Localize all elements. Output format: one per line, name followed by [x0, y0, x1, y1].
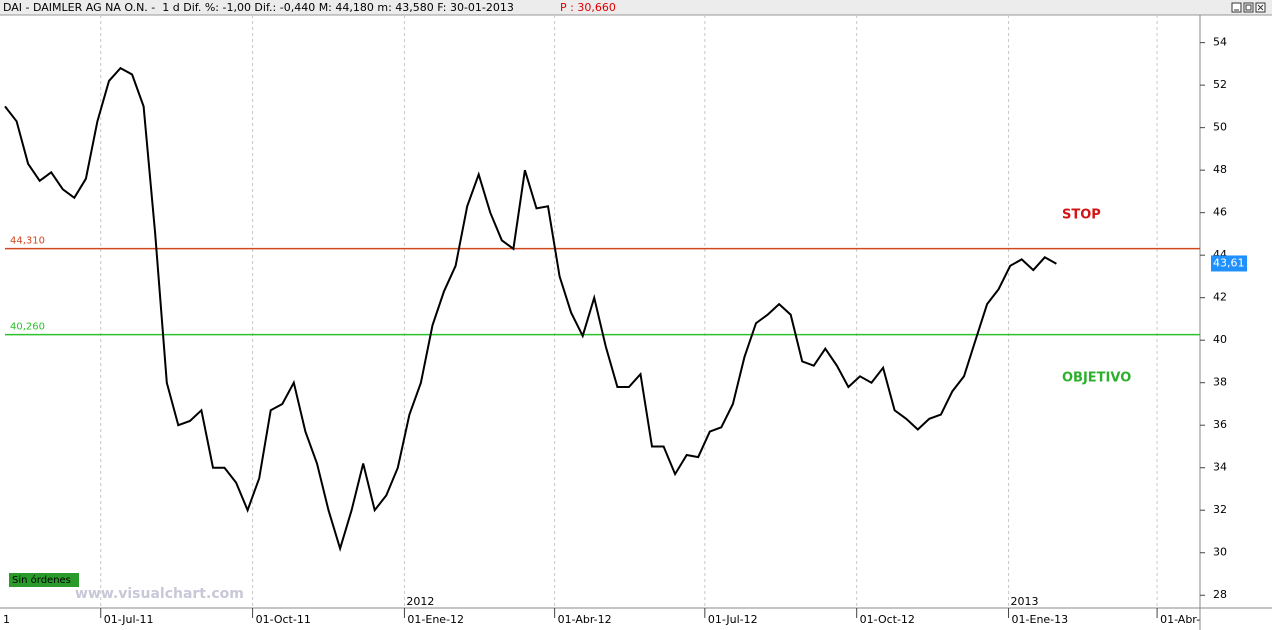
x-tick-label: 01-Abr-12 [558, 613, 612, 626]
watermark: www.visualchart.com [75, 586, 244, 602]
y-tick-label: 38 [1213, 376, 1227, 389]
y-tick-label: 54 [1213, 36, 1227, 49]
x-tick-label: 01-Oct-12 [860, 613, 915, 626]
y-tick-label: 50 [1213, 121, 1227, 134]
y-tick-label: 32 [1213, 503, 1227, 516]
status-text: Sin órdenes [12, 574, 71, 586]
window-buttons[interactable] [1231, 2, 1266, 13]
x-tick-label: 01-Jul-11 [104, 613, 154, 626]
x-tick-label: 01-Oct-11 [256, 613, 311, 626]
maximize-icon [1245, 4, 1252, 11]
x-tick-label: 01-Abr- [1160, 613, 1200, 626]
x-tick-label: 01-Ene-13 [1012, 613, 1069, 626]
close-icon [1257, 4, 1264, 11]
annotation: STOP [1062, 208, 1101, 223]
y-tick-label: 30 [1213, 546, 1227, 559]
maximize-button[interactable] [1243, 2, 1254, 13]
price-line [4, 66, 1057, 552]
y-tick-label: 28 [1213, 588, 1227, 601]
corner-label: 1 [3, 613, 10, 626]
y-tick-label: 46 [1213, 206, 1227, 219]
x-tick-label: 01-Jul-12 [708, 613, 758, 626]
header-text: DAI - DAIMLER AG NA O.N. - 1 d Dif. %: -… [3, 1, 514, 14]
level-label: 44,310 [10, 236, 45, 247]
y-tick-label: 36 [1213, 418, 1227, 431]
y-tick-label: 40 [1213, 333, 1227, 346]
header-bar [0, 0, 1272, 15]
annotation: OBJETIVO [1062, 371, 1131, 386]
year-label: 2013 [1011, 595, 1039, 608]
status-box[interactable] [9, 573, 79, 587]
x-tick-label: 01-Ene-12 [407, 613, 464, 626]
header-price: P : 30,660 [560, 1, 616, 14]
minimize-button[interactable] [1231, 2, 1242, 13]
level-label: 40,260 [10, 322, 45, 333]
y-tick-label: 34 [1213, 461, 1227, 474]
year-label: 2012 [406, 595, 434, 608]
last-price-box [1211, 255, 1247, 272]
y-tick-label: 48 [1213, 163, 1227, 176]
y-tick-label: 52 [1213, 78, 1227, 91]
x-axis-band [0, 608, 1272, 630]
last-price-label: 43,61 [1213, 256, 1245, 269]
y-tick-label: 42 [1213, 291, 1227, 304]
